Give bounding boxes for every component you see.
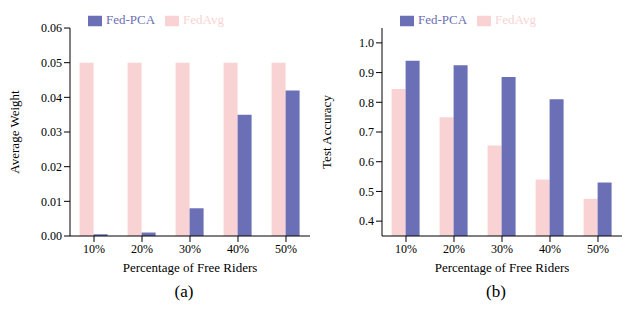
svg-text:10%: 10% (83, 242, 105, 256)
svg-text:0.03: 0.03 (41, 125, 62, 139)
svg-text:0.02: 0.02 (41, 160, 62, 174)
svg-text:Test Accuracy: Test Accuracy (320, 95, 334, 169)
svg-text:0.01: 0.01 (41, 195, 62, 209)
svg-text:0.8: 0.8 (359, 96, 374, 110)
svg-text:0.6: 0.6 (359, 155, 374, 169)
svg-text:0.5: 0.5 (359, 185, 374, 199)
html-text:FedAvg: FedAvg (183, 12, 224, 27)
html-text:Fed-PCA: Fed-PCA (106, 12, 156, 27)
svg-text:1.0: 1.0 (359, 36, 374, 50)
svg-text:0.06: 0.06 (41, 21, 62, 35)
svg-text:0.7: 0.7 (359, 125, 374, 139)
svg-text:10%: 10% (395, 242, 417, 256)
html-text:(b): (b) (486, 282, 506, 301)
svg-text:0.9: 0.9 (359, 66, 374, 80)
svg-text:Percentage of Free Riders: Percentage of Free Riders (123, 260, 258, 275)
svg-text:20%: 20% (443, 242, 465, 256)
svg-text:Average Weight: Average Weight (8, 90, 22, 174)
svg-text:50%: 50% (587, 242, 609, 256)
svg-text:50%: 50% (275, 242, 297, 256)
html-text:(a): (a) (174, 282, 194, 301)
html-text:FedAvg: FedAvg (495, 12, 536, 27)
svg-text:20%: 20% (131, 242, 153, 256)
html-text:Fed-PCA: Fed-PCA (418, 12, 468, 27)
svg-text:Percentage of Free Riders: Percentage of Free Riders (435, 260, 570, 275)
svg-text:0.4: 0.4 (359, 214, 374, 228)
svg-text:0.05: 0.05 (41, 56, 62, 70)
svg-text:40%: 40% (227, 242, 249, 256)
svg-text:40%: 40% (539, 242, 561, 256)
svg-text:30%: 30% (491, 242, 513, 256)
svg-text:0.04: 0.04 (41, 91, 62, 105)
svg-text:30%: 30% (179, 242, 201, 256)
svg-text:0.00: 0.00 (41, 229, 62, 243)
